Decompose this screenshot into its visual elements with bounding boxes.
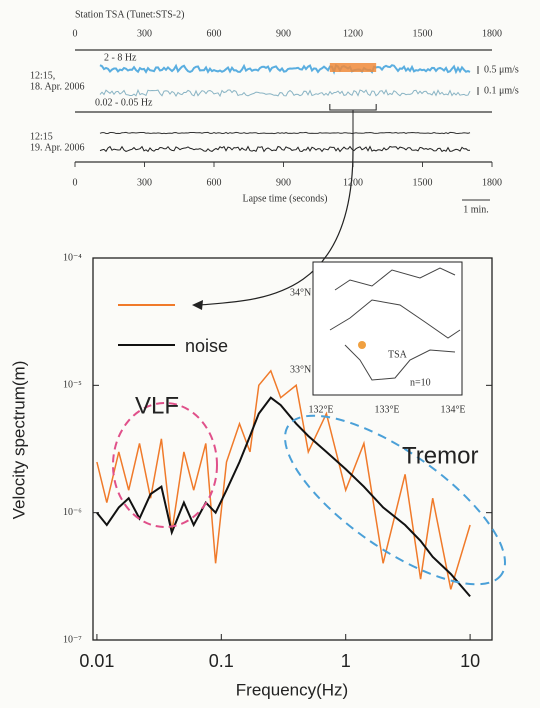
x-tick-label: 1800: [482, 177, 502, 188]
annotation: VLF: [135, 392, 179, 419]
amplitude-label: 0.1 μm/s: [484, 85, 519, 96]
x-tick-label: 300: [137, 177, 152, 188]
map-label: 133°E: [374, 404, 399, 415]
map-label: n=10: [410, 377, 431, 388]
x-axis-label: Frequency(Hz): [236, 680, 348, 699]
date-label: 18. Apr. 2006: [30, 81, 84, 92]
x-axis-label: Lapse time (seconds): [243, 193, 328, 204]
tremor-region: [284, 414, 506, 586]
map-label: TSA: [388, 349, 408, 360]
x-tick-label: 0.01: [79, 651, 114, 671]
map-label: 132°E: [308, 404, 333, 415]
highlight-segment: [329, 63, 377, 72]
x-tick-label: 600: [207, 28, 222, 39]
plot-frame: [92, 257, 493, 641]
waveform-trace: [99, 63, 471, 75]
x-tick-label: 900: [276, 177, 291, 188]
date-label: 19. Apr. 2006: [30, 142, 84, 153]
band-label: 2 - 8 Hz: [104, 52, 137, 63]
arrow: [199, 149, 354, 306]
x-tick-label: 300: [137, 28, 152, 39]
legend-label: noise: [185, 336, 228, 356]
x-tick-label: 1200: [343, 28, 363, 39]
waveform-trace: [99, 88, 471, 98]
arrow-head: [192, 300, 203, 310]
y-tick-label: 10⁻⁵: [63, 380, 82, 391]
y-axis-label: Velocity spectrum(m): [9, 361, 28, 520]
x-tick-label: 1500: [413, 177, 433, 188]
map-label: 34°N: [290, 287, 311, 298]
x-tick-label: 1200: [343, 177, 363, 188]
x-tick-label: 0.1: [209, 651, 234, 671]
amplitude-label: 0.5 μm/s: [484, 64, 519, 75]
waveform-trace: [99, 131, 471, 135]
vlf-region: [112, 402, 218, 528]
x-tick-label: 600: [207, 177, 222, 188]
spectrum-line: [96, 396, 471, 598]
map-label: 33°N: [290, 364, 311, 375]
band-label: 0.02 - 0.05 Hz: [95, 97, 153, 108]
y-tick-label: 10⁻⁷: [63, 634, 82, 645]
inset-map: [312, 261, 463, 396]
station-marker: [358, 341, 366, 349]
panel-title: Station TSA (Tunet:STS-2): [75, 9, 184, 20]
y-tick-label: 10⁻⁶: [63, 507, 82, 518]
x-tick-label: 1800: [482, 28, 502, 39]
x-tick-label: 0: [73, 28, 78, 39]
x-tick-label: 10: [460, 651, 480, 671]
map-label: 134°E: [440, 404, 465, 415]
x-tick-label: 1500: [413, 28, 433, 39]
time-label: 12:15: [30, 131, 53, 142]
y-tick-label: 10⁻⁴: [63, 252, 82, 263]
x-tick-label: 1: [341, 651, 351, 671]
x-tick-label: 0: [73, 177, 78, 188]
bracket: [329, 104, 377, 150]
x-tick-label: 900: [276, 28, 291, 39]
coastline: [329, 267, 461, 381]
spectrum-line: [96, 369, 471, 590]
time-label: 12:15,: [30, 70, 55, 81]
annotation: Tremor: [402, 442, 478, 469]
scale-bar-label: 1 min.: [463, 204, 489, 215]
waveform-trace: [99, 145, 471, 153]
